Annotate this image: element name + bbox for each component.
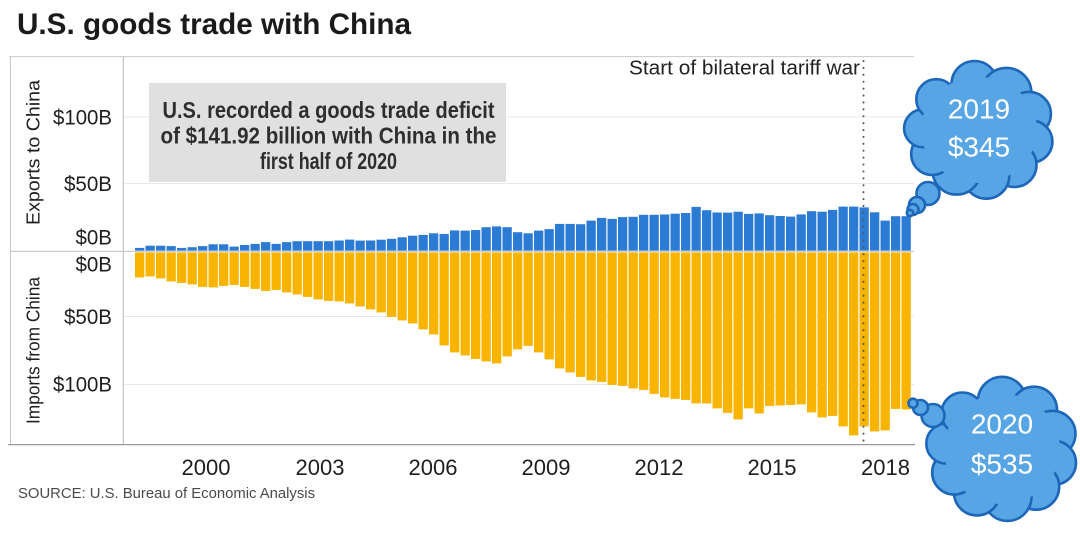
svg-text:U.S. goods trade with China: U.S. goods trade with China bbox=[17, 8, 411, 41]
svg-text:$345: $345 bbox=[948, 132, 1010, 163]
svg-text:$535: $535 bbox=[971, 449, 1033, 480]
svg-text:2006: 2006 bbox=[409, 455, 458, 480]
svg-text:$100B: $100B bbox=[53, 373, 112, 397]
svg-text:2019: 2019 bbox=[948, 94, 1010, 125]
svg-text:2015: 2015 bbox=[748, 455, 797, 480]
svg-text:Imports from China: Imports from China bbox=[23, 276, 44, 424]
svg-text:2012: 2012 bbox=[635, 455, 684, 480]
svg-text:2018: 2018 bbox=[861, 455, 910, 480]
svg-text:$0B: $0B bbox=[76, 226, 113, 250]
svg-text:SOURCE: U.S. Bureau of Economi: SOURCE: U.S. Bureau of Economic Analysis bbox=[18, 485, 315, 502]
svg-text:$50B: $50B bbox=[64, 305, 112, 329]
svg-text:$50B: $50B bbox=[64, 172, 112, 196]
svg-text:Exports to China: Exports to China bbox=[23, 79, 44, 225]
svg-text:2003: 2003 bbox=[296, 455, 345, 480]
svg-text:$100B: $100B bbox=[53, 106, 112, 130]
svg-text:Start of bilateral tariff war: Start of bilateral tariff war bbox=[629, 58, 860, 80]
svg-text:of $141.92 billion with China: of $141.92 billion with China in the bbox=[161, 123, 497, 149]
svg-text:first half of 2020: first half of 2020 bbox=[260, 148, 397, 174]
svg-text:2020: 2020 bbox=[971, 409, 1033, 440]
svg-text:2009: 2009 bbox=[522, 455, 571, 480]
svg-text:U.S. recorded a goods trade de: U.S. recorded a goods trade deficit bbox=[163, 97, 495, 123]
svg-text:$0B: $0B bbox=[76, 253, 113, 277]
svg-text:2000: 2000 bbox=[182, 455, 231, 480]
